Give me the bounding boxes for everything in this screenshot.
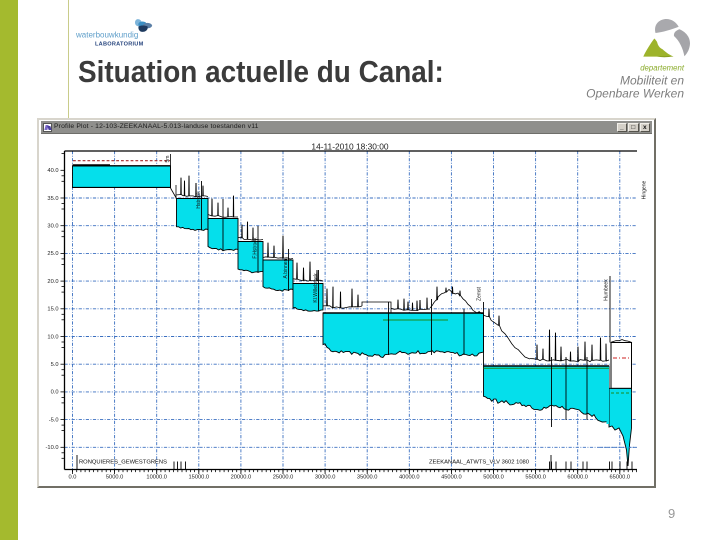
svg-text:65000.0: 65000.0	[610, 475, 631, 481]
svg-text:25000.0: 25000.0	[273, 475, 294, 481]
svg-text:Humbeek: Humbeek	[604, 279, 610, 301]
svg-text:35000.0: 35000.0	[357, 475, 378, 481]
svg-text:F.Hstrook: F.Hstrook	[253, 237, 259, 259]
svg-text:0.0: 0.0	[51, 390, 59, 396]
svg-text:Hingene: Hingene	[642, 180, 648, 199]
svg-text:LABORATORIUM: LABORATORIUM	[95, 41, 144, 47]
svg-text:15000.0: 15000.0	[189, 475, 210, 481]
svg-text:60000.0: 60000.0	[567, 475, 588, 481]
svg-text:10000.0: 10000.0	[146, 475, 167, 481]
svg-text:departement: departement	[640, 64, 685, 73]
svg-text:5000.0: 5000.0	[106, 475, 123, 481]
svg-text:30.0: 30.0	[47, 224, 58, 230]
svg-text:waterbouwkundig: waterbouwkundig	[75, 31, 138, 40]
svg-text:Kl.Willebroek: Kl.Willebroek	[313, 273, 319, 303]
svg-text:5.0: 5.0	[51, 362, 59, 368]
svg-text:Mobiliteit en: Mobiliteit en	[620, 74, 684, 88]
svg-text:40000.0: 40000.0	[399, 475, 420, 481]
svg-text:20.0: 20.0	[47, 279, 58, 285]
svg-text:5m: 5m	[165, 156, 171, 163]
svg-text:Hstrook: Hstrook	[196, 191, 202, 209]
svg-text:ZEEKANAAL_ATWTS_VLV 3602 1080: ZEEKANAAL_ATWTS_VLV 3602 1080	[429, 460, 529, 466]
svg-text:25.0: 25.0	[47, 251, 58, 257]
svg-text:RONQUIERES_GEWESTGRENS: RONQUIERES_GEWESTGRENS	[79, 460, 167, 466]
svg-text:-10.0: -10.0	[46, 445, 59, 451]
svg-text:14-11-2010 18:30:00: 14-11-2010 18:30:00	[311, 141, 388, 151]
svg-text:35.0: 35.0	[47, 196, 58, 202]
svg-text:20000.0: 20000.0	[231, 475, 252, 481]
svg-text:10.0: 10.0	[47, 334, 58, 340]
svg-text:Openbare Werken: Openbare Werken	[586, 87, 684, 101]
svg-text:A.binnenl: A.binnenl	[283, 258, 289, 279]
svg-text:55000.0: 55000.0	[525, 475, 546, 481]
svg-text:Zemst: Zemst	[477, 286, 483, 301]
svg-text:50000.0: 50000.0	[483, 475, 504, 481]
svg-text:0.0: 0.0	[69, 475, 77, 481]
svg-text:40.0: 40.0	[47, 168, 58, 174]
svg-text:30000.0: 30000.0	[315, 475, 336, 481]
svg-text:45000.0: 45000.0	[441, 475, 462, 481]
svg-text:15.0: 15.0	[47, 307, 58, 313]
svg-text:-5.0: -5.0	[49, 417, 59, 423]
